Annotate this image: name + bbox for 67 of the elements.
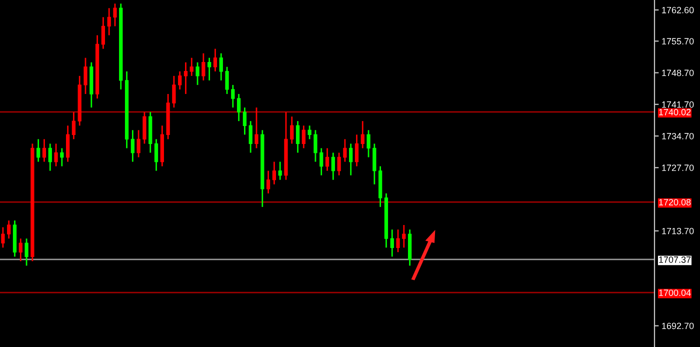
candlestick bbox=[354, 134, 359, 167]
candlestick bbox=[402, 224, 406, 248]
candlestick bbox=[390, 228, 394, 258]
candlestick bbox=[1, 226, 5, 248]
candlestick bbox=[349, 142, 353, 176]
candlestick bbox=[278, 161, 282, 181]
candlestick bbox=[325, 148, 330, 172]
candlestick bbox=[136, 129, 140, 158]
candlestick bbox=[107, 7, 111, 36]
y-tick-label: 1741.70 bbox=[662, 101, 694, 108]
candlestick bbox=[36, 138, 40, 162]
ref-line-label: 1740.02 bbox=[659, 108, 691, 116]
candlestick bbox=[302, 124, 306, 149]
candlestick bbox=[208, 57, 212, 82]
candlestick bbox=[254, 106, 258, 149]
y-tick-label: 1692.70 bbox=[662, 322, 694, 330]
candlestick bbox=[290, 116, 294, 144]
candlestick bbox=[101, 16, 106, 50]
candlestick bbox=[331, 152, 335, 181]
candlestick bbox=[231, 84, 235, 108]
candlestick bbox=[190, 57, 194, 77]
candlestick bbox=[219, 52, 223, 82]
candlestick bbox=[24, 238, 28, 266]
candlestick bbox=[372, 142, 376, 186]
y-tick-label: 1748.70 bbox=[662, 70, 694, 76]
candlestick bbox=[48, 142, 52, 172]
y-tick-label: 1713.70 bbox=[662, 228, 694, 234]
candlestick bbox=[60, 148, 64, 167]
candlestick bbox=[172, 75, 176, 108]
candlestick bbox=[130, 129, 134, 162]
candlestick bbox=[202, 52, 206, 82]
candlestick bbox=[266, 170, 270, 194]
candlestick bbox=[308, 124, 312, 140]
ref-line-label: 1700.04 bbox=[659, 290, 691, 296]
candlestick bbox=[366, 129, 370, 158]
candlestick bbox=[225, 66, 229, 95]
candlestick bbox=[18, 238, 22, 262]
candlestick bbox=[296, 120, 300, 154]
ref-line-label: 1720.08 bbox=[659, 199, 691, 206]
candlestick bbox=[213, 48, 218, 72]
candlestick bbox=[360, 120, 364, 149]
candlestick bbox=[196, 62, 200, 86]
candlestick bbox=[320, 148, 324, 176]
y-tick-label: 1734.70 bbox=[662, 132, 694, 140]
candlestick bbox=[242, 106, 247, 136]
candlestick bbox=[178, 70, 182, 90]
candlestick bbox=[236, 93, 241, 122]
candlestick bbox=[184, 62, 188, 95]
candlestick bbox=[72, 111, 76, 140]
candlestick bbox=[343, 138, 347, 162]
candlestick bbox=[54, 142, 58, 167]
candlestick bbox=[337, 152, 341, 176]
candlestick bbox=[66, 124, 70, 162]
candlestick bbox=[272, 161, 276, 186]
candlestick bbox=[154, 138, 158, 172]
candlestick bbox=[142, 111, 146, 144]
y-tick-label: 1727.70 bbox=[662, 164, 694, 171]
y-tick-label: 1762.60 bbox=[662, 6, 694, 14]
candlestick bbox=[84, 57, 88, 95]
candlestick bbox=[248, 120, 252, 154]
candlestick bbox=[396, 228, 400, 253]
y-tick-label: 1755.70 bbox=[662, 38, 694, 44]
ref-line-label: 1707.37 bbox=[659, 256, 691, 263]
candlestick bbox=[7, 220, 11, 240]
candlestick bbox=[42, 138, 46, 162]
candlestick bbox=[113, 2, 117, 27]
candlestick bbox=[314, 129, 318, 162]
